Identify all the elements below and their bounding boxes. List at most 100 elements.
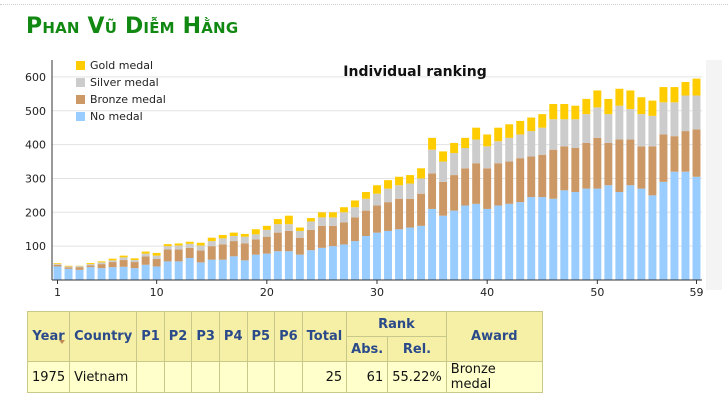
bar-segment — [295, 237, 304, 255]
bar-segment — [196, 242, 205, 246]
col-p1-header[interactable]: P1 — [136, 311, 165, 362]
cell-country[interactable]: Vietnam — [69, 361, 138, 393]
bar-segment — [593, 90, 602, 108]
bar-segment — [174, 249, 183, 262]
col-p3-header[interactable]: P3 — [191, 311, 220, 362]
bar-segment — [240, 260, 249, 280]
col-award-header[interactable]: Award — [445, 311, 543, 362]
col-year-header[interactable]: Year — [26, 311, 71, 362]
bar-segment — [86, 265, 95, 268]
bar-segment — [174, 245, 183, 250]
y-tick-label: 500 — [25, 105, 46, 118]
cell-award: Bronze medal — [445, 361, 543, 393]
bar-segment — [417, 168, 426, 179]
bar-segment — [273, 232, 282, 252]
bar-segment — [362, 192, 370, 199]
bar-segment — [207, 237, 216, 242]
bar-segment — [483, 208, 492, 280]
legend-swatch — [76, 61, 85, 70]
bar-segment — [637, 146, 646, 189]
bar-segment — [670, 87, 679, 103]
bar-segment — [637, 97, 646, 115]
bar-segment — [306, 218, 315, 222]
bar-segment — [284, 230, 293, 252]
bar-segment — [97, 264, 106, 269]
bar-segment — [284, 224, 293, 231]
bar-segment — [306, 229, 315, 251]
col-p5-header[interactable]: P5 — [246, 311, 276, 362]
bar-segment — [450, 210, 459, 280]
bar-segment — [681, 95, 690, 132]
bar-segment — [196, 250, 205, 263]
bar-segment — [505, 137, 514, 162]
col-p2-header[interactable]: P2 — [163, 311, 193, 362]
cell-p1 — [136, 361, 165, 393]
bar-segment — [362, 236, 370, 280]
bar-segment — [516, 158, 525, 203]
cell-rank-abs: 61 — [346, 361, 389, 393]
bar-segment — [593, 188, 602, 280]
bar-segment — [659, 102, 668, 135]
bar-segment — [328, 217, 337, 226]
bar-segment — [494, 127, 503, 142]
bar-segment — [549, 198, 558, 280]
bar-segment — [351, 241, 359, 280]
bar-segment — [406, 175, 415, 184]
legend-swatch — [76, 78, 85, 87]
bar-segment — [417, 225, 426, 280]
bar-segment — [163, 246, 172, 250]
bar-segment — [527, 156, 536, 198]
bar-segment — [119, 255, 128, 258]
bar-segment — [428, 208, 437, 280]
bar-segment — [670, 136, 679, 172]
bar-segment — [108, 262, 117, 268]
bar-segment — [560, 119, 569, 147]
bar-segment — [626, 109, 635, 140]
bar-segment — [251, 239, 260, 255]
bar-segment — [373, 185, 381, 194]
bar-segment — [692, 95, 701, 130]
bar-segment — [86, 263, 95, 265]
bar-segment — [626, 139, 635, 186]
bar-segment — [384, 188, 392, 203]
bar-segment — [494, 163, 503, 206]
bar-segment — [152, 266, 161, 280]
bar-segment — [560, 146, 569, 191]
bar-segment — [273, 219, 282, 225]
bar-segment — [185, 247, 194, 258]
bar-segment — [229, 232, 238, 236]
bar-segment — [648, 195, 657, 280]
bar-segment — [604, 98, 613, 115]
bar-segment — [218, 259, 227, 280]
bar-segment — [538, 154, 547, 198]
bar-segment — [571, 119, 580, 148]
col-p4-header[interactable]: P4 — [218, 311, 248, 362]
bar-segment — [472, 203, 481, 280]
bar-segment — [505, 161, 514, 204]
bar-segment — [461, 137, 470, 148]
bar-segment — [648, 100, 657, 116]
col-rank-header: Rank — [346, 311, 447, 337]
col-country-header[interactable]: Country — [69, 311, 138, 362]
bar-segment — [262, 225, 271, 230]
col-total-header[interactable]: Total — [301, 311, 348, 362]
bar-segment — [549, 104, 558, 120]
bar-segment — [351, 207, 359, 218]
cell-p3 — [191, 361, 220, 393]
bar-segment — [119, 266, 128, 280]
bar-segment — [483, 146, 492, 169]
bar-segment — [86, 267, 95, 280]
bar-segment — [130, 258, 139, 261]
col-p6-header[interactable]: P6 — [274, 311, 303, 362]
sort-desc-icon[interactable] — [59, 340, 66, 344]
legend-label: Gold medal — [90, 59, 153, 72]
bar-segment — [428, 137, 437, 150]
col-abs-header[interactable]: Abs. — [346, 336, 389, 362]
cell-year[interactable]: 1975 — [26, 361, 71, 393]
bar-segment — [152, 255, 161, 260]
col-rel-header[interactable]: Rel. — [387, 336, 447, 362]
bar-segment — [417, 178, 426, 194]
bar-segment — [637, 188, 646, 280]
cell-total: 25 — [301, 361, 348, 393]
bar-segment — [406, 183, 415, 199]
